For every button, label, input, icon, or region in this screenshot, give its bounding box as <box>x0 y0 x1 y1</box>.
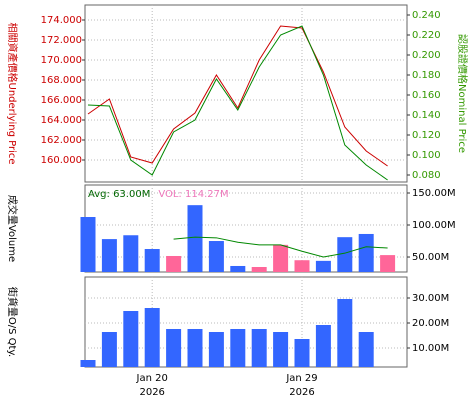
bar <box>294 260 310 272</box>
bar <box>208 332 224 367</box>
bar <box>273 244 289 272</box>
y-tick-label: 10.00M <box>412 343 449 354</box>
bar <box>230 329 246 367</box>
plot-frame <box>84 4 408 183</box>
x-tick-sublabel: 2026 <box>139 387 164 398</box>
y2-tick-label: 0.120 <box>412 130 441 141</box>
y-tick-label: 100.00M <box>412 220 456 231</box>
bar <box>101 332 117 367</box>
y-axis-title: 相關資產價格Underlying Price <box>6 22 19 164</box>
y-tick-label: 168.000 <box>41 75 82 86</box>
y-tick-label: 172.000 <box>41 35 82 46</box>
line-series <box>87 25 388 181</box>
y2-tick-label: 0.100 <box>412 150 441 161</box>
y2-tick-label: 0.200 <box>412 50 441 61</box>
bar <box>315 325 331 367</box>
plot-frame <box>84 276 408 368</box>
y2-tick-label: 0.220 <box>412 30 441 41</box>
y-tick-label: 166.000 <box>41 95 82 106</box>
legend-text: Avg: 63.00M <box>88 189 150 200</box>
y2-tick-label: 0.240 <box>412 10 441 21</box>
x-tick-label: Jan 29 <box>285 373 317 384</box>
bar <box>358 332 374 367</box>
y-tick-label: 30.00M <box>412 293 449 304</box>
y-tick-label: 164.000 <box>41 115 82 126</box>
y-tick-label: 162.000 <box>41 135 82 146</box>
y-tick-label: 50.00M <box>412 252 449 263</box>
y2-tick-label: 0.180 <box>412 70 441 81</box>
bar <box>273 332 289 367</box>
y-axis-title: 街貨量O/S Qty. <box>6 287 19 357</box>
bar <box>294 339 310 367</box>
y-tick-label: 174.000 <box>41 15 82 26</box>
bar <box>337 237 353 272</box>
bar <box>251 329 267 367</box>
bar <box>208 241 224 272</box>
y-axis-title: 成交量Volume <box>6 195 19 262</box>
bar <box>166 255 182 272</box>
bar <box>80 217 96 272</box>
bar <box>380 255 396 272</box>
bar <box>251 267 267 272</box>
bar <box>144 249 160 272</box>
legend-text: VOL: 114.27M <box>158 189 228 200</box>
y2-tick-label: 0.140 <box>412 110 441 121</box>
bar <box>337 299 353 367</box>
line-series <box>87 25 388 167</box>
bar <box>315 260 331 272</box>
y2-axis-title: 認股證價格Nominal Price <box>456 34 469 153</box>
line-series <box>173 236 388 258</box>
bar <box>166 329 182 367</box>
bar <box>358 233 374 272</box>
y-tick-label: 160.000 <box>41 155 82 166</box>
bar <box>144 308 160 367</box>
bar <box>80 360 96 367</box>
bar <box>187 329 203 367</box>
x-tick-sublabel: 2026 <box>289 387 314 398</box>
y-tick-label: 150.00M <box>412 188 456 199</box>
bar <box>101 239 117 272</box>
y2-tick-label: 0.160 <box>412 90 441 101</box>
x-tick-label: Jan 20 <box>136 373 168 384</box>
bar <box>230 265 246 272</box>
y-tick-label: 20.00M <box>412 318 449 329</box>
bar <box>123 235 139 272</box>
y2-tick-label: 0.080 <box>412 170 441 181</box>
bar <box>187 205 203 272</box>
y-tick-label: 170.000 <box>41 55 82 66</box>
bar <box>123 311 139 367</box>
